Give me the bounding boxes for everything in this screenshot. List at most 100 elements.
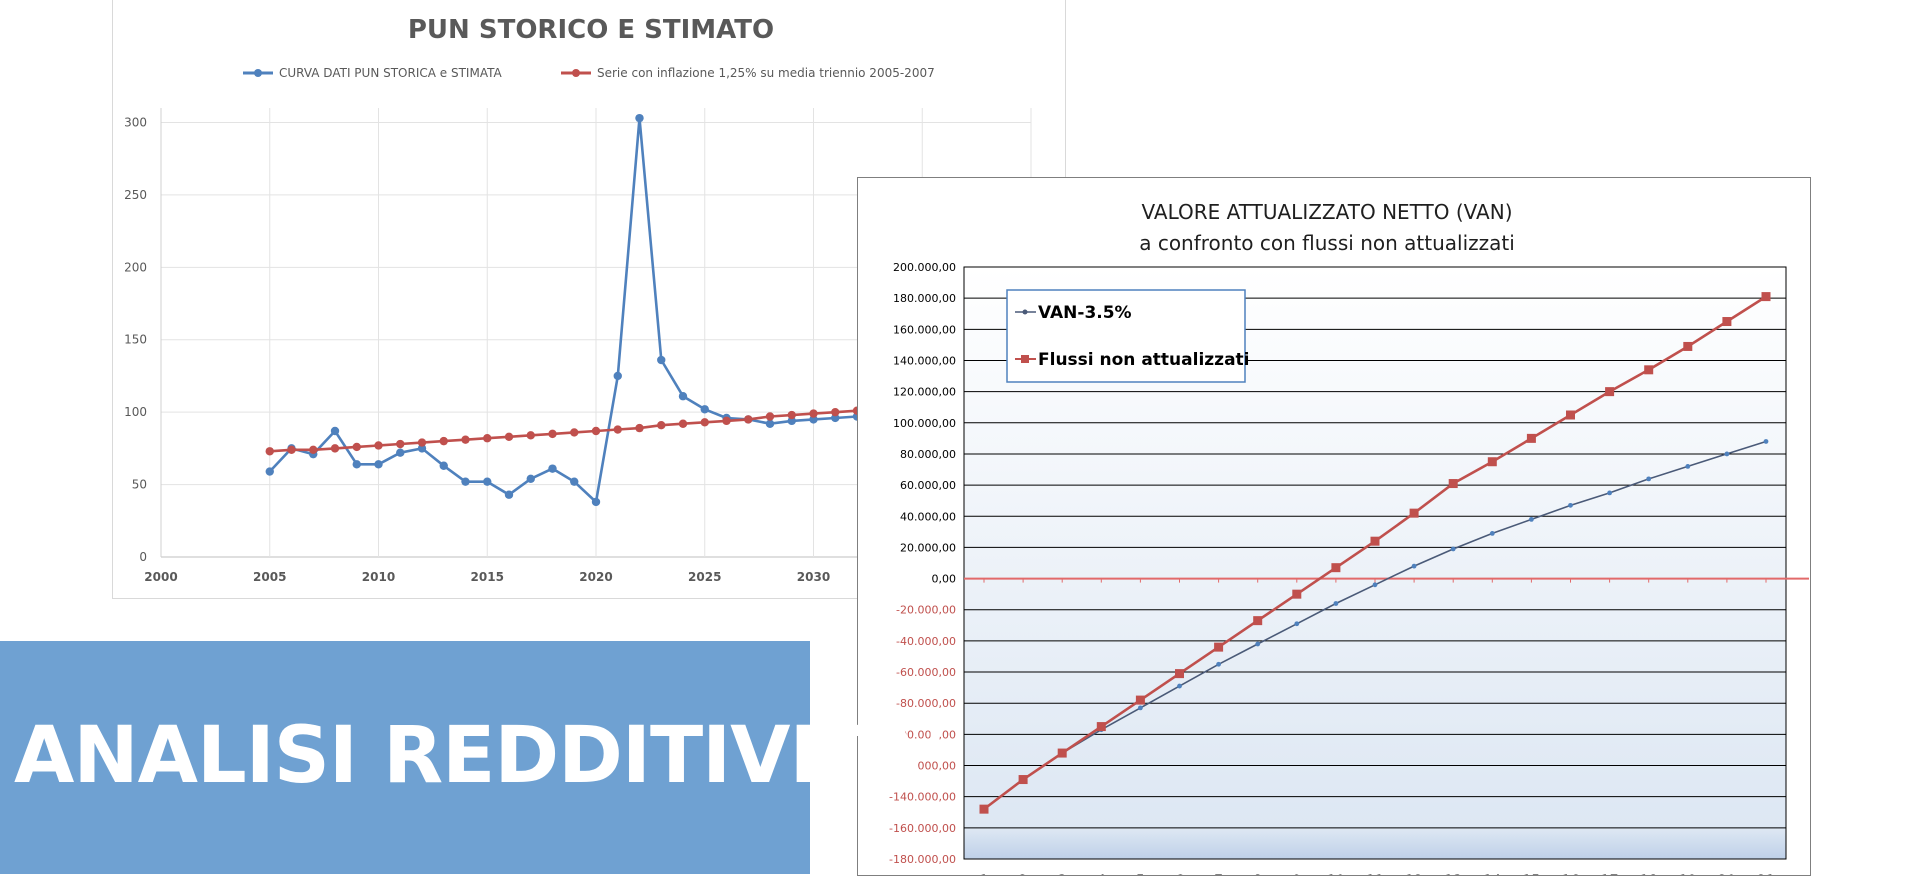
- van-point-flussi: [1096, 722, 1106, 732]
- van-point-van: [1177, 683, 1182, 689]
- van-y-tick-label: 60.000,00: [900, 479, 956, 492]
- legend-label-inflation: Serie con inflazione 1,25% su media trie…: [597, 66, 935, 80]
- van-y-tick-label: -60.000,00: [896, 666, 956, 679]
- van-point-flussi: [1214, 642, 1224, 652]
- pun-x-tick-label: 2015: [471, 570, 504, 584]
- van-point-van: [1372, 582, 1378, 588]
- van-y-tick-label: 200.000,00: [893, 261, 956, 274]
- van-chart-panel: VALORE ATTUALIZZATO NETTO (VAN) a confro…: [857, 177, 1811, 879]
- van-x-tick-label: 10: [1327, 873, 1345, 875]
- van-x-tick-label: 19: [1679, 873, 1697, 875]
- van-point-flussi: [1605, 387, 1615, 397]
- van-y-tick-label: 140.000,00: [893, 354, 956, 367]
- van-x-tick-label: 9: [1292, 873, 1301, 875]
- van-y-tick-label: 180.000,00: [893, 292, 956, 305]
- van-point-flussi: [1683, 341, 1693, 351]
- pun-point-inflation: [330, 444, 340, 453]
- van-point-van: [1489, 531, 1495, 536]
- pun-point-historic: [809, 415, 818, 424]
- pun-point-historic: [657, 355, 666, 365]
- pun-point-inflation: [439, 436, 448, 446]
- pun-point-historic: [504, 490, 514, 499]
- pun-point-inflation: [809, 409, 818, 418]
- van-y-tick-label: -160.000,00: [889, 822, 956, 835]
- pun-point-inflation: [678, 419, 688, 428]
- pun-point-historic: [330, 426, 340, 436]
- van-y-tick-label: 40.000,00: [900, 510, 956, 523]
- pun-point-historic: [526, 474, 535, 483]
- pun-point-historic: [787, 416, 796, 426]
- van-point-flussi: [1331, 563, 1341, 573]
- van-x-tick-label: 13: [1444, 873, 1462, 875]
- van-chart-subtitle: a confronto con flussi non attualizzati: [1139, 231, 1515, 255]
- van-point-flussi: [1292, 589, 1302, 599]
- van-point-van: [1646, 476, 1652, 482]
- pun-point-historic: [417, 444, 427, 453]
- pun-point-inflation: [504, 432, 514, 441]
- pun-point-inflation: [722, 416, 731, 426]
- van-point-flussi: [1409, 508, 1419, 518]
- legend-marker-flussi: [1021, 355, 1029, 363]
- van-x-tick-label: 18: [1640, 873, 1658, 875]
- van-point-flussi: [1644, 365, 1654, 375]
- van-point-van: [1333, 601, 1339, 606]
- van-point-van: [1763, 439, 1769, 444]
- pun-point-inflation: [265, 447, 274, 456]
- pun-point-historic: [700, 405, 709, 414]
- pun-point-inflation: [526, 431, 535, 440]
- pun-point-inflation: [548, 429, 557, 439]
- van-point-flussi: [979, 804, 989, 814]
- van-point-flussi: [1761, 292, 1771, 302]
- van-point-van: [1138, 705, 1143, 711]
- pun-point-inflation: [461, 435, 470, 444]
- pun-point-historic: [483, 477, 492, 486]
- van-x-tick-label: 14: [1483, 873, 1501, 875]
- legend-marker-inflation: [572, 69, 580, 77]
- van-y-tick-label: 160.000,00: [893, 323, 956, 336]
- van-x-tick-label: 8: [1253, 873, 1262, 875]
- pun-x-tick-label: 2000: [144, 570, 177, 584]
- pun-point-inflation: [570, 428, 579, 437]
- pun-point-historic: [374, 460, 383, 469]
- pun-point-historic: [396, 448, 405, 457]
- legend-marker-historic: [254, 69, 262, 77]
- pun-point-inflation: [396, 439, 405, 449]
- pun-point-historic: [548, 464, 557, 473]
- pun-x-tick-label: 2005: [253, 570, 286, 584]
- van-y-tick-label: -180.000,00: [889, 853, 956, 866]
- van-x-tick-label: 17: [1601, 873, 1619, 875]
- van-x-tick-label: 4: [1097, 873, 1106, 875]
- pun-x-tick-label: 2025: [688, 570, 721, 584]
- pun-point-inflation: [700, 418, 709, 427]
- van-y-tick-label: -80.000,00: [896, 697, 956, 710]
- pun-point-inflation: [591, 426, 601, 436]
- pun-point-historic: [265, 467, 274, 476]
- van-chart: VALORE ATTUALIZZATO NETTO (VAN) a confro…: [889, 200, 1809, 879]
- van-point-van: [1294, 621, 1300, 627]
- van-point-van: [1607, 490, 1612, 496]
- pun-y-tick-label: 100: [124, 405, 147, 419]
- pun-y-tick-label: 250: [124, 188, 147, 202]
- van-x-tick-label: 21: [1757, 873, 1775, 875]
- van-y-tick-label: 100.000,00: [893, 417, 956, 430]
- legend-label-flussi: Flussi non attualizzati: [1038, 350, 1250, 370]
- pun-chart-title: PUN STORICO E STIMATO: [408, 15, 774, 45]
- pun-point-historic: [352, 460, 361, 469]
- legend-label-van: VAN-3.5%: [1038, 303, 1132, 323]
- van-point-flussi: [1253, 616, 1263, 626]
- pun-point-inflation: [287, 445, 296, 455]
- pun-point-historic: [461, 477, 470, 486]
- van-chart-title: VALORE ATTUALIZZATO NETTO (VAN): [1142, 200, 1513, 224]
- van-x-tick-label: 6: [1175, 873, 1184, 875]
- pun-point-historic: [439, 461, 448, 470]
- van-point-van: [1216, 661, 1221, 667]
- pun-x-tick-label: 2020: [579, 570, 612, 584]
- van-point-flussi: [1448, 479, 1458, 489]
- van-point-van: [1685, 464, 1691, 469]
- van-x-tick-label: 11: [1366, 873, 1384, 875]
- pun-point-inflation: [374, 441, 383, 450]
- pun-point-inflation: [657, 420, 666, 430]
- van-point-flussi: [1370, 536, 1380, 546]
- van-y-tick-label: -120.000,00: [889, 760, 956, 773]
- pun-point-inflation: [831, 407, 840, 417]
